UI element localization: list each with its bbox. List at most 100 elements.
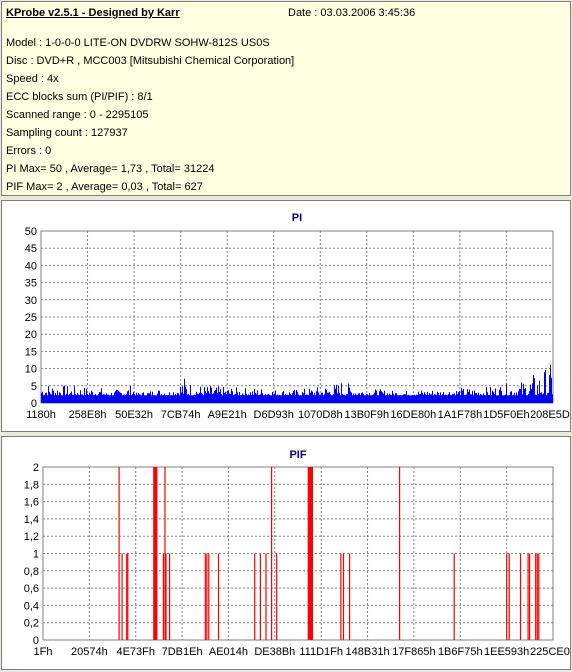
- y-tick-label: 35: [25, 278, 37, 290]
- pif-bar: [399, 467, 401, 640]
- y-tick-label: 10: [25, 364, 37, 376]
- info-lines: Model : 1-0-0-0 LITE-ON DVDRW SOHW-812S …: [6, 34, 294, 196]
- x-tick-label: 20574h: [71, 646, 108, 658]
- y-tick-label: 20: [25, 329, 37, 341]
- x-tick-label: 4E73Fh: [116, 646, 155, 658]
- pif-bar: [527, 553, 529, 640]
- info-errors: Errors : 0: [6, 145, 52, 157]
- x-tick-label: 208E5Dh: [530, 409, 570, 421]
- info-panel: KProbe v2.5.1 - Designed by Karr Date : …: [1, 1, 571, 196]
- pif-bar: [265, 553, 267, 640]
- pif-bar: [162, 553, 164, 640]
- x-tick-label: 148B31h: [346, 646, 390, 658]
- x-tick-label: D6D93h: [254, 409, 294, 421]
- x-tick-label: 13B0F9h: [344, 409, 389, 421]
- x-tick-label: 50E32h: [115, 409, 153, 421]
- y-tick-label: 5: [31, 381, 37, 393]
- info-speed: Speed : 4x: [6, 73, 59, 85]
- y-tick-label: 2: [33, 462, 39, 474]
- pif-chart: PIF 0 0,2 0,4 0,6 0,8 1 1,2 1,4 1,6 1,8 2 1Fh 20574h 4…: [24, 449, 570, 658]
- info-pi-stats: PI Max= 50 , Average= 1,73 , Total= 3122…: [6, 163, 215, 175]
- x-tick-label: 1180h: [26, 409, 56, 421]
- pif-bar: [519, 553, 522, 640]
- x-tick-label: 1Fh: [34, 646, 53, 658]
- pif-bar: [538, 553, 540, 640]
- y-tick-label: 0,6: [24, 583, 39, 595]
- plot-border: [42, 466, 554, 641]
- pif-series: [118, 467, 540, 640]
- info-sampling-count: Sampling count : 127937: [6, 127, 128, 139]
- y-tick-label: 50: [25, 226, 37, 238]
- pif-bar: [259, 553, 261, 640]
- pif-bar: [271, 467, 273, 640]
- chart-title: PI: [292, 212, 302, 224]
- pif-bar: [206, 553, 208, 640]
- y-tick-label: 1,2: [24, 531, 39, 543]
- x-tick-label: 7CB74h: [161, 409, 201, 421]
- pif-bar: [340, 553, 342, 640]
- pif-bar: [127, 553, 129, 640]
- pif-bar: [254, 553, 256, 640]
- pif-bar: [536, 553, 538, 640]
- x-tick-label: AE014h: [209, 646, 248, 658]
- pif-bar: [342, 553, 345, 640]
- pi-chart-panel: PI 0 5 10 15 20 25 30 35 40 45 50 1180h 258E8h 50E32h 7…: [1, 200, 571, 432]
- y-tick-label: 1,8: [24, 479, 39, 491]
- pif-bar: [204, 553, 206, 640]
- scan-date: Date : 03.03.2006 3:45:36: [288, 7, 416, 19]
- y-tick-label: 1,4: [24, 514, 39, 526]
- y-tick-label: 0,4: [24, 600, 39, 612]
- y-tick-label: 0,8: [24, 566, 39, 578]
- pif-bar: [529, 553, 531, 640]
- x-tick-label: 17F865h: [392, 646, 435, 658]
- pif-bar: [453, 553, 455, 640]
- app-title: KProbe v2.5.1 - Designed by Karr: [6, 7, 180, 19]
- pif-chart-panel: PIF 0 0,2 0,4 0,6 0,8 1 1,2 1,4 1,6 1,8 2 1Fh 20574h 4…: [1, 436, 571, 670]
- info-ecc-sum: ECC blocks sum (PI/PIF) : 8/1: [6, 91, 153, 103]
- pif-bar: [276, 553, 278, 640]
- x-tick-label: DE38Bh: [254, 646, 295, 658]
- pif-bar: [165, 553, 167, 640]
- x-tick-label: 7DB1Eh: [162, 646, 203, 658]
- x-tick-label: 16DE80h: [390, 409, 436, 421]
- pif-bar: [311, 467, 313, 640]
- x-tick-label: 1A1F78h: [438, 409, 483, 421]
- pi-chart: PI 0 5 10 15 20 25 30 35 40 45 50 1180h 258E8h 50E32h 7…: [25, 212, 570, 421]
- pif-bar: [169, 553, 171, 640]
- chart-title: PIF: [289, 449, 306, 461]
- pif-bar: [126, 553, 128, 640]
- pif-bar: [217, 553, 220, 640]
- pi-baseline-fill: [41, 395, 553, 403]
- y-tick-label: 25: [25, 312, 37, 324]
- pif-bar: [208, 553, 210, 640]
- y-tick-label: 0: [33, 635, 39, 647]
- x-tick-label: 258E8h: [69, 409, 107, 421]
- pif-bar: [506, 553, 508, 640]
- pif-bar: [118, 467, 120, 640]
- y-tick-label: 40: [25, 260, 37, 272]
- pif-bar: [121, 553, 123, 640]
- info-model: Model : 1-0-0-0 LITE-ON DVDRW SOHW-812S …: [6, 37, 270, 49]
- pi-series: [41, 364, 553, 403]
- y-tick-label: 1,6: [24, 497, 39, 509]
- info-pif-stats: PIF Max= 2 , Average= 0,03 , Total= 627: [6, 181, 203, 193]
- y-tick-label: 1: [33, 549, 39, 561]
- pif-bar: [535, 553, 537, 640]
- x-tick-label: A9E21h: [208, 409, 247, 421]
- info-scanned-range: Scanned range : 0 - 2295105: [6, 109, 149, 121]
- pif-bar: [349, 553, 351, 640]
- x-tick-label: 1070D8h: [298, 409, 343, 421]
- x-tick-label: 111D1Fh: [299, 646, 343, 658]
- y-tick-label: 30: [25, 295, 37, 307]
- x-tick-label: 1B6F75h: [438, 646, 483, 658]
- pif-bar: [508, 553, 510, 640]
- y-tick-label: 0,2: [24, 618, 39, 630]
- pif-bar: [164, 467, 166, 640]
- y-tick-label: 15: [25, 346, 37, 358]
- x-tick-label: 1D5F0Eh: [483, 409, 529, 421]
- y-tick-label: 0: [31, 398, 37, 410]
- y-tick-label: 45: [25, 243, 37, 255]
- pif-bar: [156, 467, 158, 640]
- x-tick-label: 1EE593h: [484, 646, 529, 658]
- info-disc: Disc : DVD+R , MCC003 [Mitsubishi Chemic…: [6, 55, 295, 67]
